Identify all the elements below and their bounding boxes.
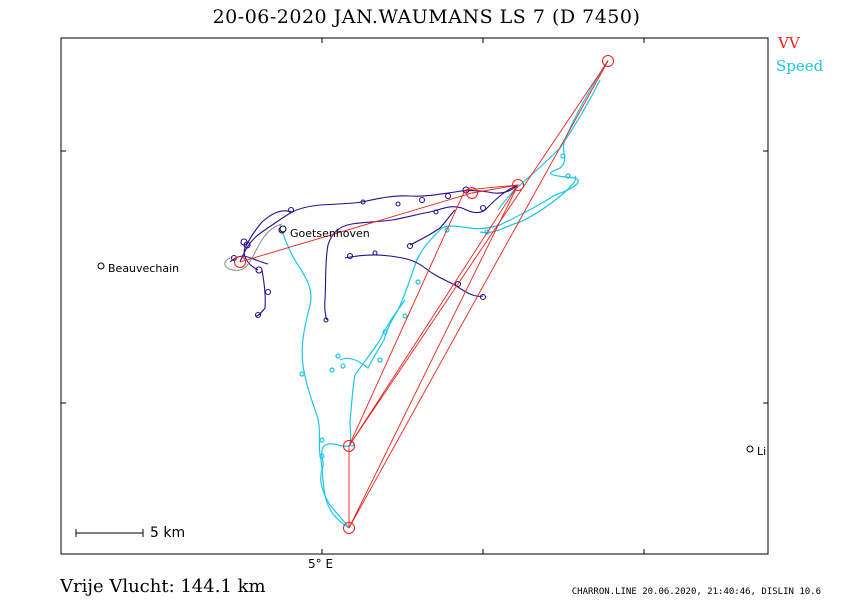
- gray-track: [224, 223, 283, 271]
- place-label-beauvechain: Beauvechain: [108, 262, 180, 275]
- speed-track: [279, 59, 609, 529]
- place-marker-goetsenhoven: [279, 225, 287, 233]
- frame-ticks: [61, 38, 768, 554]
- legend-vv: VV: [778, 34, 800, 52]
- vv-turnpoints: [234, 55, 614, 534]
- place-label-goetsenhoven: Goetsenhoven: [290, 227, 370, 240]
- place-marker-li: [746, 445, 754, 453]
- distance-label: Vrije Vlucht: 144.1 km: [60, 576, 266, 597]
- footer-credit: CHARRON.LINE 20.06.2020, 21:40:46, DISLI…: [571, 587, 821, 597]
- place-markers: [97, 225, 754, 453]
- chart-title: 20-06-2020 JAN.WAUMANS LS 7 (D 7450): [212, 6, 641, 28]
- longitude-label: 5° E: [308, 557, 334, 571]
- place-label-li: Li: [757, 445, 767, 458]
- legend-speed: Speed: [776, 57, 824, 75]
- scale-label: 5 km: [150, 525, 186, 541]
- vv-route: [239, 60, 609, 529]
- map-frame: [60, 37, 769, 555]
- place-marker-beauvechain: [97, 262, 105, 270]
- scale-bar: [75, 529, 144, 537]
